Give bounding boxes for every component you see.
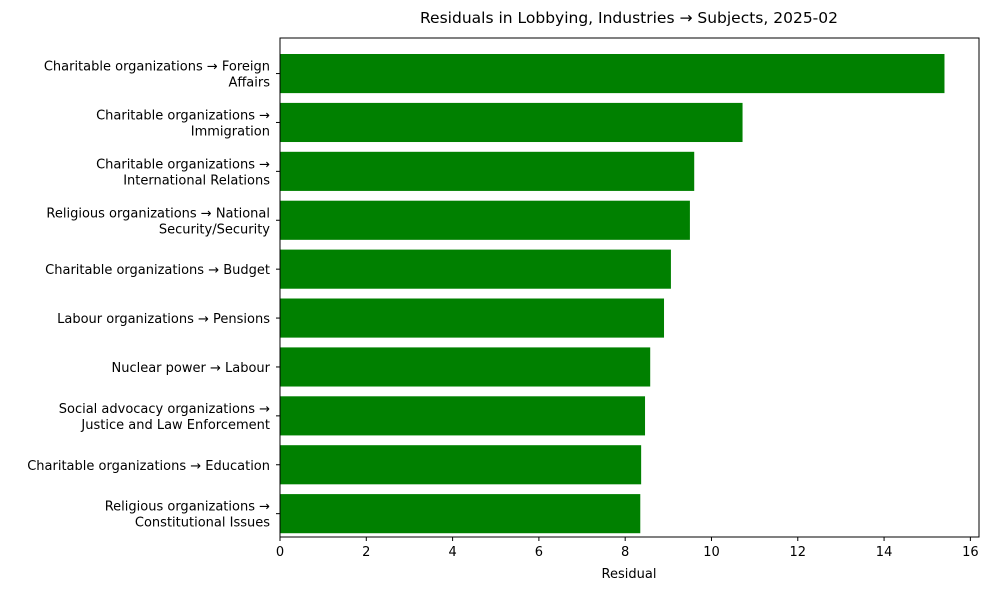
y-tick-label-line: Affairs	[228, 76, 270, 91]
y-tick-label-line: Nuclear power → Labour	[111, 361, 270, 376]
x-tick-label-6: 12	[790, 545, 807, 560]
chart-title: Residuals in Lobbying, Industries → Subj…	[420, 9, 838, 27]
x-tick-label-8: 16	[962, 545, 979, 560]
x-tick-label-7: 14	[876, 545, 893, 560]
bar-8	[280, 445, 642, 485]
x-tick-label-4: 8	[621, 545, 629, 560]
bar-7	[280, 396, 646, 436]
y-tick-label-line: Immigration	[191, 124, 270, 139]
y-tick-label-2: Charitable organizations → International …	[96, 157, 270, 188]
bar-5	[280, 298, 665, 338]
y-tick-label-line: Constitutional Issues	[135, 516, 270, 531]
y-tick-label-line: Religious organizations →	[105, 500, 270, 515]
x-tick-label-2: 4	[448, 545, 456, 560]
y-tick-label-4: Charitable organizations → Budget	[45, 263, 270, 278]
y-tick-label-line: Social advocacy organizations →	[59, 402, 270, 417]
y-tick-label-line: Charitable organizations → Education	[27, 459, 270, 474]
y-tick-label-3: Religious organizations → National Securi…	[46, 206, 270, 237]
bar-3	[280, 200, 690, 240]
x-tick-label-5: 10	[703, 545, 720, 560]
y-tick-label-6: Nuclear power → Labour	[111, 361, 270, 376]
y-tick-label-5: Labour organizations → Pensions	[57, 312, 270, 327]
y-tick-label-0: Charitable organizations → Foreign Affair…	[44, 60, 270, 91]
bar-6	[280, 347, 651, 387]
y-tick-label-line: Security/Security	[159, 222, 270, 237]
y-tick-label-line: Religious organizations → National	[46, 206, 270, 221]
bars-group	[280, 54, 945, 534]
y-tick-label-8: Charitable organizations → Education	[27, 459, 270, 474]
y-tick-label-line: Charitable organizations → Foreign	[44, 60, 270, 75]
y-tick-label-line: Charitable organizations →	[96, 157, 270, 172]
bar-0	[280, 54, 945, 94]
y-tick-label-line: Labour organizations → Pensions	[57, 312, 270, 327]
y-axis-ticks: Charitable organizations → Foreign Affair…	[27, 60, 280, 531]
bar-2	[280, 151, 695, 191]
x-axis-label: Residual	[602, 567, 657, 582]
plot-area-frame	[279, 37, 980, 538]
x-tick-label-1: 2	[362, 545, 370, 560]
x-tick-label-0: 0	[276, 545, 284, 560]
y-tick-label-7: Social advocacy organizations → Justice a…	[59, 402, 270, 433]
x-axis-ticks: 0 2 4 6 8 10 12 14 16	[276, 537, 979, 560]
bar-4	[280, 249, 671, 289]
bar-9	[280, 494, 641, 534]
y-tick-label-line: International Relations	[123, 173, 270, 188]
y-tick-label-line: Charitable organizations → Budget	[45, 263, 270, 278]
x-tick-label-3: 6	[535, 545, 543, 560]
y-tick-label-9: Religious organizations → Constitutional …	[105, 500, 270, 531]
y-tick-label-line: Charitable organizations →	[96, 108, 270, 123]
y-tick-label-1: Charitable organizations → Immigration	[96, 108, 270, 139]
y-tick-label-line: Justice and Law Enforcement	[80, 418, 270, 433]
bar-1	[280, 102, 743, 143]
